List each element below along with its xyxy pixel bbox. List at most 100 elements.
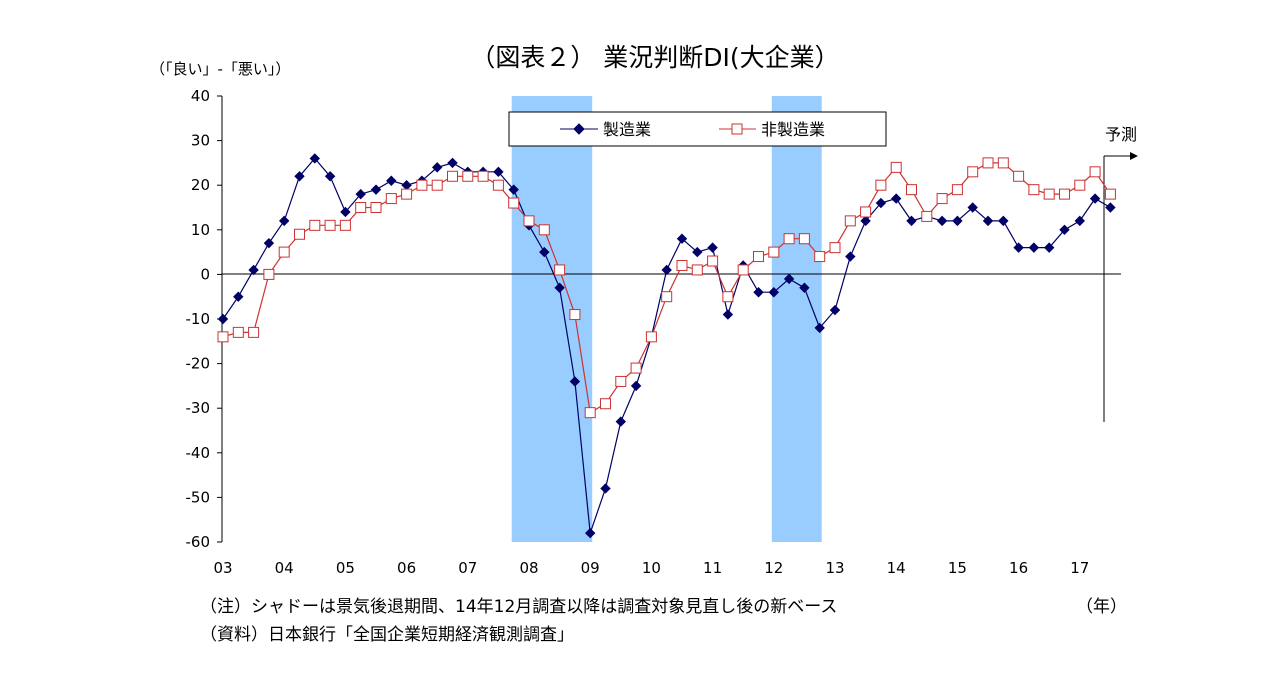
- data-point: [692, 246, 703, 258]
- data-point: [814, 322, 825, 334]
- data-point: [1089, 193, 1101, 204]
- data-point: [431, 179, 443, 191]
- forecast-label: 予測: [1105, 125, 1137, 144]
- data-point: [554, 282, 565, 293]
- data-point: [1043, 242, 1055, 253]
- data-point: [783, 273, 795, 285]
- data-point: [936, 193, 948, 205]
- x-tick-label: 09: [581, 559, 600, 577]
- shaded-periods: [511, 96, 822, 542]
- note-1: （注）シャドーは景気後退期間、14年12月調査以降は調査対象見直し後の新ベース: [200, 597, 837, 617]
- data-point: [569, 309, 581, 321]
- data-point: [1028, 184, 1040, 196]
- data-point: [340, 206, 351, 218]
- data-point: [386, 175, 397, 186]
- data-point: [906, 184, 917, 196]
- x-ticks: 03 04 05 06 07 08 09 10 11 12 13 14 15 16 17: [213, 559, 1089, 577]
- data-point: [401, 188, 413, 200]
- chart-title: （図表２） 業況判断DI(大企業）: [470, 43, 839, 72]
- data-point: [936, 215, 948, 227]
- y-tick-label: -10: [186, 310, 211, 328]
- data-point: [538, 224, 550, 236]
- legend-marker-manufacturing: [573, 123, 585, 135]
- data-point: [845, 251, 856, 262]
- data-point: [1089, 166, 1101, 178]
- data-point: [1043, 188, 1055, 200]
- data-point: [355, 188, 366, 200]
- data-point: [278, 215, 290, 227]
- data-point: [753, 287, 764, 298]
- data-point: [584, 527, 596, 539]
- data-point: [370, 184, 382, 195]
- y-tick-label: 30: [191, 132, 210, 150]
- data-point: [385, 193, 397, 205]
- data-point: [982, 157, 994, 169]
- legend-marker-nonmanufacturing: [731, 123, 743, 135]
- shaded-period-1: [771, 96, 822, 542]
- data-point: [722, 291, 734, 303]
- data-point: [707, 242, 718, 253]
- data-point: [1104, 188, 1116, 200]
- data-point: [1059, 188, 1070, 200]
- data-point: [921, 210, 933, 222]
- data-point: [431, 162, 443, 173]
- data-point: [722, 309, 734, 320]
- data-point: [768, 246, 780, 258]
- data-point: [860, 215, 871, 227]
- data-point: [447, 157, 458, 169]
- x-tick-label: 12: [764, 559, 783, 577]
- data-point: [477, 170, 489, 182]
- data-point: [309, 219, 321, 231]
- data-point: [799, 282, 810, 293]
- data-point: [661, 264, 672, 276]
- x-tick-label: 07: [458, 559, 477, 577]
- y-tick-label: 40: [191, 87, 210, 105]
- series-line-0: [222, 157, 1111, 534]
- x-axis-unit: （年）: [1076, 597, 1127, 617]
- data-point: [233, 291, 244, 302]
- data-point: [248, 264, 259, 276]
- y-tick-label: 0: [200, 265, 210, 283]
- data-point: [630, 362, 642, 374]
- data-point: [248, 326, 260, 338]
- x-tick-label: 13: [825, 559, 844, 577]
- data-point: [324, 219, 336, 231]
- data-point: [339, 219, 351, 231]
- data-point: [890, 161, 902, 173]
- data-point: [1105, 202, 1116, 213]
- data-point: [416, 179, 428, 191]
- x-tick-label: 03: [213, 559, 232, 577]
- series-group: [217, 153, 1116, 539]
- data-point: [600, 398, 611, 410]
- data-point: [1059, 224, 1070, 236]
- data-point: [584, 407, 596, 419]
- data-point: [263, 268, 275, 280]
- x-tick-label: 11: [703, 559, 722, 577]
- data-point: [768, 287, 780, 298]
- y-ticks: 40 30 20 10 0 -10 -20 -30 -40 -50 -60: [186, 87, 222, 551]
- data-point: [998, 215, 1009, 227]
- data-point: [1074, 215, 1086, 227]
- data-point: [493, 166, 504, 178]
- data-point: [539, 246, 550, 258]
- data-point: [1013, 242, 1024, 253]
- data-point: [890, 193, 902, 204]
- data-point: [906, 215, 917, 227]
- note-2: （資料）日本銀行「全国企業短期経済観測調査」: [200, 625, 574, 645]
- data-point: [875, 179, 887, 191]
- data-point: [309, 153, 321, 164]
- data-point: [860, 206, 872, 218]
- data-point: [676, 233, 688, 244]
- data-point: [232, 326, 244, 338]
- data-point: [1028, 242, 1040, 253]
- data-point: [492, 179, 504, 191]
- data-point: [401, 179, 412, 191]
- y-tick-label: 10: [191, 221, 210, 239]
- data-point: [508, 197, 520, 209]
- data-point: [952, 215, 963, 227]
- x-tick-label: 17: [1070, 559, 1089, 577]
- y-axis-label: （「良い」-「悪い」）: [150, 60, 290, 78]
- data-point: [447, 170, 458, 182]
- data-point: [783, 233, 795, 245]
